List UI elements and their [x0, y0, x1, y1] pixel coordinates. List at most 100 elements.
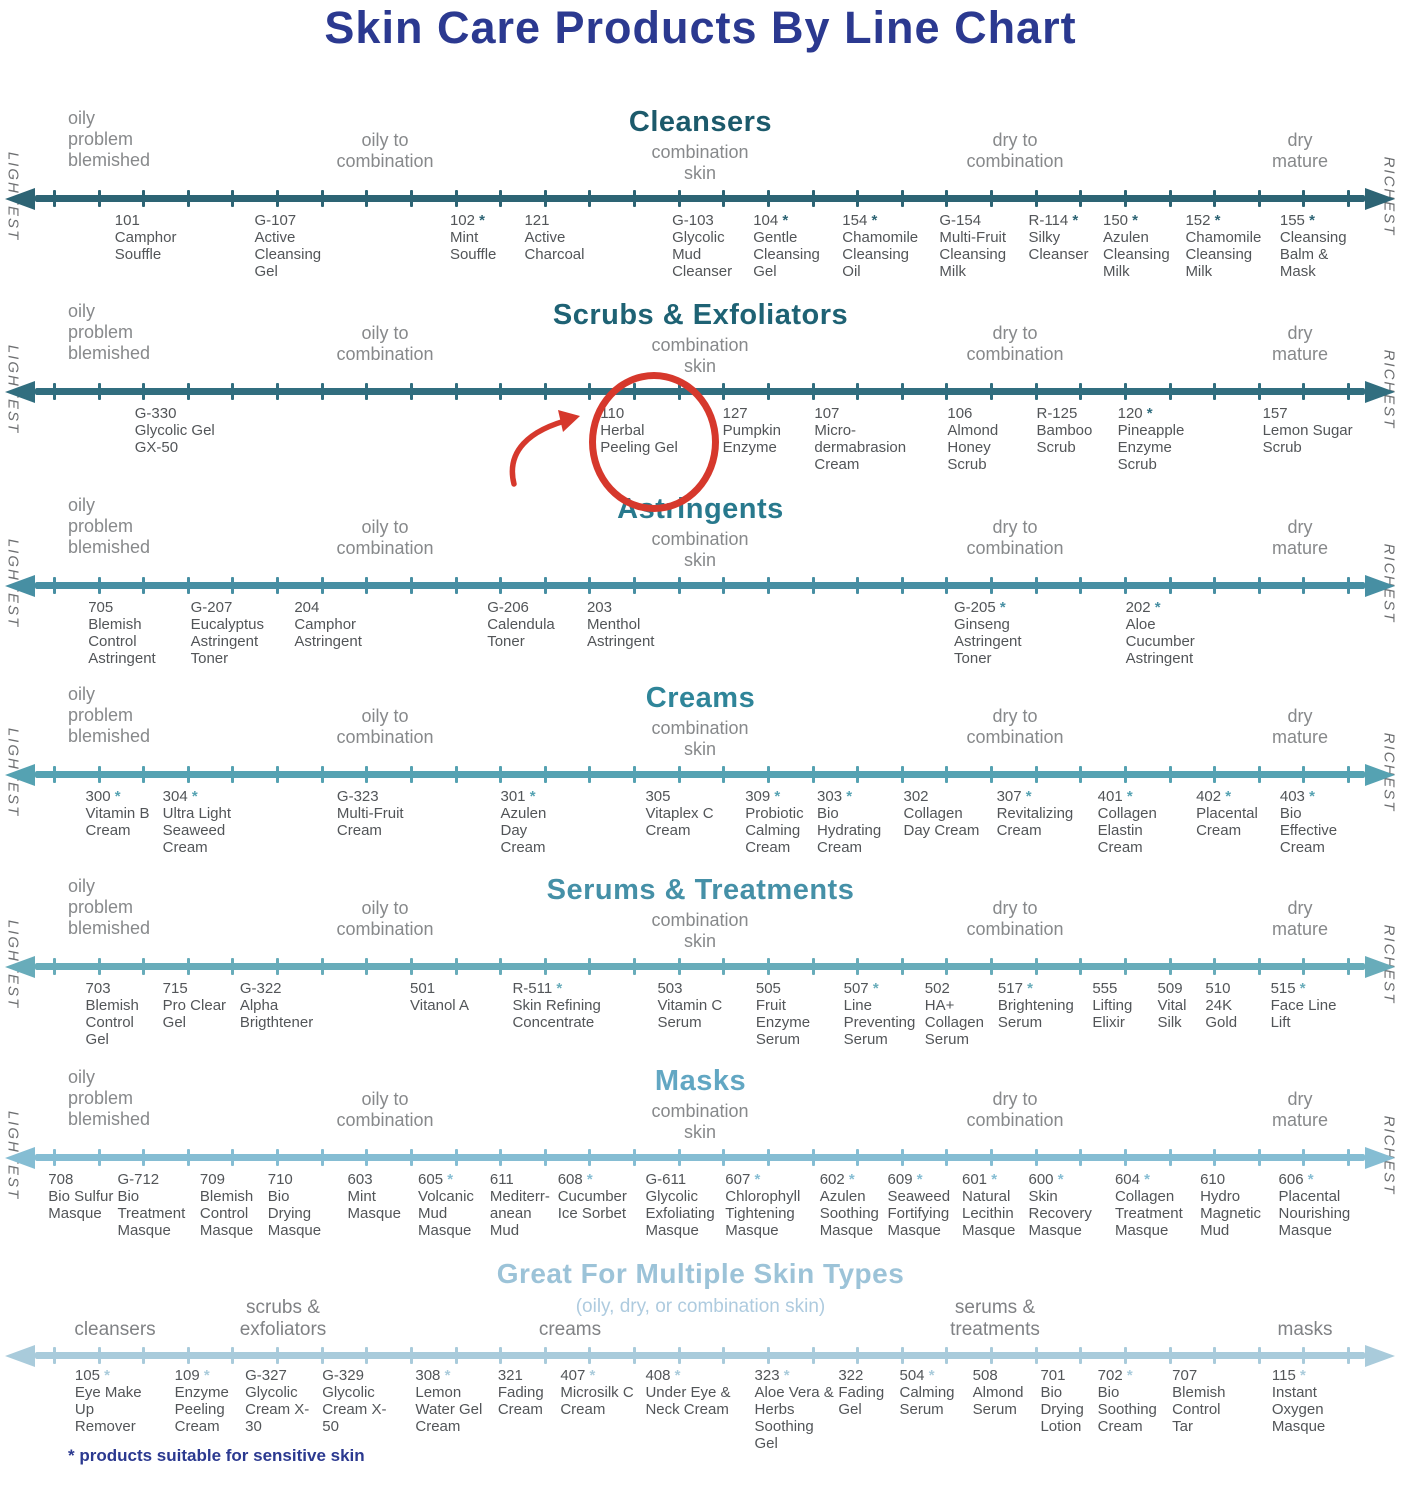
product-label: 401 * Collagen Elastin Cream	[1098, 788, 1170, 856]
axis-tick	[1257, 1149, 1261, 1166]
sensitive-star: *	[987, 1171, 998, 1188]
skin-zone-label: dry mature	[1271, 1089, 1329, 1130]
product-label: 300 * Vitamin B Cream	[86, 788, 164, 839]
product-code-text: 305	[645, 788, 671, 805]
product-code: 127	[723, 405, 795, 422]
product-label: G-327 Glycolic Cream X-30	[245, 1367, 317, 1435]
product-label: 601 * Natural Lecithin Masque	[962, 1171, 1028, 1239]
axis-tick	[142, 577, 146, 594]
product-code-text: 507	[843, 980, 869, 997]
product-name: Bio Effective Cream	[1279, 805, 1338, 857]
product-code: G-329	[322, 1367, 394, 1384]
product-name: Bio Drying Lotion	[1040, 1384, 1084, 1436]
skin-zone-label: combination skin	[651, 529, 749, 570]
axis-tick	[1302, 190, 1306, 207]
skin-zone-label: dry mature	[1271, 517, 1329, 558]
axis-tick	[231, 1149, 235, 1166]
sensitive-star: *	[912, 1171, 923, 1188]
axis-tick	[1079, 577, 1083, 594]
product-label: 305 Vitaplex C Cream	[645, 788, 717, 839]
axis-tick	[1347, 1347, 1350, 1364]
product-code: G-107	[254, 212, 334, 229]
axis-tick	[677, 766, 681, 783]
skin-zone-label: oily to combination	[336, 1089, 434, 1130]
axis-tick	[276, 190, 280, 207]
axis-tick	[231, 577, 235, 594]
product-label: 321 Fading Cream	[498, 1367, 558, 1418]
axis-tick	[454, 766, 458, 783]
category-title-cleansers: Cleansers	[628, 106, 773, 138]
product-code-text: 106	[947, 405, 973, 422]
product-label: 505 Fruit Enzyme Serum	[756, 980, 822, 1048]
axis-tick	[945, 190, 949, 207]
product-label: 323 * Aloe Vera & Herbs Soothing Gel	[755, 1367, 841, 1452]
product-code: 707	[1172, 1367, 1242, 1384]
product-code: G-330	[135, 405, 221, 422]
product-code: 202 *	[1126, 599, 1216, 616]
axis-tick	[499, 383, 503, 400]
product-code: 106	[947, 405, 1013, 422]
axis-tick	[856, 383, 860, 400]
axis-tick	[276, 577, 280, 594]
axis-tick	[231, 190, 235, 207]
product-label: 703 Blemish Control Gel	[86, 980, 156, 1048]
axis-tick	[811, 577, 815, 594]
product-code: 604 *	[1115, 1171, 1199, 1188]
axis-tick	[722, 1347, 726, 1364]
product-label: 502 HA+ Collagen Serum	[925, 980, 1003, 1048]
product-name: Camphor Astringent	[294, 616, 362, 651]
product-label: 708 Bio Sulfur Masque	[48, 1171, 132, 1222]
axis-tick	[990, 190, 994, 207]
axis-tick	[1123, 766, 1127, 783]
product-code-text: 402	[1196, 788, 1222, 805]
axis-tick	[945, 766, 949, 783]
product-label: 402 * Placental Cream	[1196, 788, 1274, 839]
product-label: 600 * Skin Recovery Masque	[1029, 1171, 1105, 1239]
product-name: Microsilk C Cream	[560, 1384, 634, 1419]
product-code: G-611	[645, 1171, 725, 1188]
axis-tick	[1257, 958, 1261, 975]
axis-tick	[766, 577, 770, 594]
axis-tick	[677, 1347, 681, 1364]
product-label: 107 Micro-dermabrasion Cream	[814, 405, 936, 473]
product-code: 610	[1200, 1171, 1278, 1188]
axis-tick	[97, 383, 101, 400]
product-code: 407 *	[560, 1367, 640, 1384]
sensitive-star: *	[585, 1367, 596, 1384]
axis-tick	[766, 190, 770, 207]
axis-tick	[276, 1149, 280, 1166]
product-code: 301 *	[501, 788, 561, 805]
sensitive-star: *	[995, 599, 1006, 616]
skin-zone-label: combination skin	[651, 718, 749, 759]
column-label: scrubs & exfoliators	[239, 1297, 327, 1340]
axis-tick	[633, 1347, 637, 1364]
axis-tick	[1034, 1347, 1038, 1364]
product-code-text: G-107	[254, 212, 297, 229]
product-code-text: 203	[586, 599, 612, 616]
axis-tick	[142, 1149, 146, 1166]
axis-tick	[454, 383, 458, 400]
axis-line	[35, 1347, 1365, 1364]
axis-tick	[633, 958, 637, 975]
axis-tick	[276, 1347, 280, 1364]
sensitive-star: *	[1122, 1367, 1133, 1384]
product-name: Blemish Control Tar	[1172, 1384, 1226, 1436]
product-name: Bamboo Scrub	[1036, 422, 1093, 457]
product-label: 508 Almond Serum	[973, 1367, 1039, 1418]
axis-tick	[1213, 190, 1217, 207]
product-name: Micro-dermabrasion Cream	[814, 422, 907, 474]
skin-zone-label: dry to combination	[966, 706, 1064, 747]
product-label: 608 * Cucumber Ice Sorbet	[558, 1171, 644, 1222]
axis-tick	[499, 1149, 503, 1166]
product-code: 508	[973, 1367, 1039, 1384]
product-code-text: 105	[74, 1367, 100, 1384]
product-code: 555	[1092, 980, 1148, 997]
axis-tick	[320, 1149, 324, 1166]
product-name: HA+ Collagen Serum	[924, 997, 984, 1049]
column-label: creams	[538, 1319, 602, 1340]
product-code: 308 *	[415, 1367, 501, 1384]
product-code: 105 *	[75, 1367, 159, 1384]
axis-tick	[97, 1149, 101, 1166]
axis-tick	[900, 958, 904, 975]
